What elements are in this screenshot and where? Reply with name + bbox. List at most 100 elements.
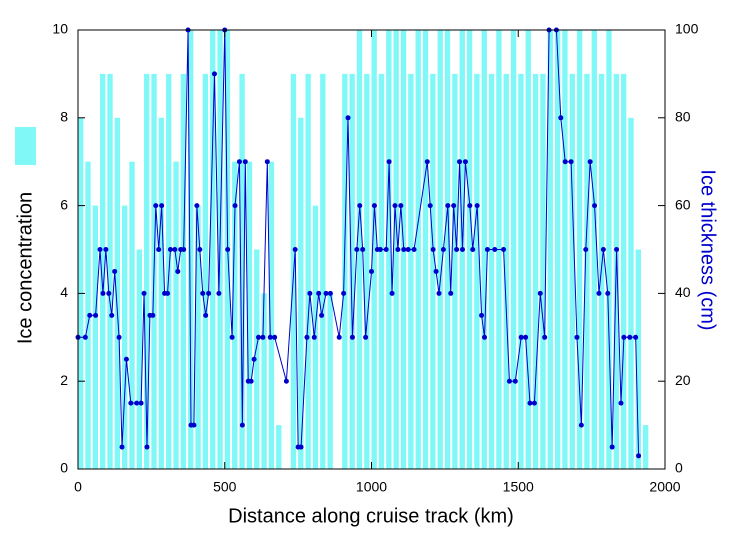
- point: [172, 247, 178, 252]
- bar: [129, 161, 135, 469]
- bar: [298, 117, 304, 470]
- point: [484, 247, 490, 252]
- bar: [408, 73, 414, 470]
- point: [82, 334, 88, 340]
- point: [479, 312, 485, 318]
- point: [225, 247, 231, 252]
- bar: [254, 249, 260, 469]
- point: [568, 159, 574, 165]
- point: [232, 203, 238, 209]
- point: [377, 247, 383, 252]
- point: [216, 290, 222, 296]
- point: [345, 115, 351, 121]
- point: [360, 247, 366, 252]
- bar: [525, 30, 531, 469]
- point: [605, 290, 611, 296]
- point: [614, 247, 620, 252]
- x-tick-label: 500: [213, 479, 237, 495]
- point: [424, 159, 430, 165]
- bar: [554, 30, 561, 469]
- bar: [540, 73, 546, 470]
- point: [248, 378, 254, 384]
- bar: [276, 425, 282, 469]
- point: [116, 334, 122, 340]
- point: [542, 334, 548, 340]
- bar: [415, 30, 421, 469]
- point: [144, 444, 150, 450]
- point: [481, 334, 487, 340]
- point: [411, 247, 417, 252]
- point: [316, 290, 322, 296]
- point: [298, 444, 304, 450]
- point: [583, 247, 589, 252]
- bar: [386, 30, 392, 469]
- point: [633, 334, 639, 340]
- bar: [180, 73, 187, 470]
- bar: [562, 30, 568, 469]
- point: [327, 290, 333, 296]
- y2-tick-label: 60: [675, 196, 691, 212]
- point: [175, 268, 181, 274]
- bar: [320, 73, 326, 470]
- y-tick-label: 0: [60, 460, 68, 476]
- point: [194, 203, 200, 209]
- bar: [92, 205, 99, 469]
- point: [97, 247, 103, 252]
- point: [211, 71, 217, 77]
- point: [506, 378, 512, 384]
- bar: [100, 73, 106, 470]
- bar: [188, 30, 194, 469]
- bar: [378, 73, 385, 470]
- y-tick-label: 4: [60, 284, 68, 300]
- point: [138, 400, 144, 406]
- point: [454, 247, 460, 252]
- bar: [239, 73, 245, 470]
- point: [200, 290, 206, 296]
- point: [93, 312, 99, 318]
- point: [239, 422, 245, 428]
- point: [197, 247, 203, 252]
- y2-tick-label: 20: [675, 372, 691, 388]
- point: [459, 247, 465, 252]
- bar: [620, 73, 627, 470]
- bar: [591, 30, 597, 469]
- point: [119, 444, 125, 450]
- point: [272, 334, 278, 340]
- point: [440, 247, 446, 252]
- bar: [642, 425, 649, 469]
- point: [181, 247, 187, 252]
- point: [433, 268, 439, 274]
- point: [627, 334, 633, 340]
- point: [621, 334, 627, 340]
- bar: [532, 73, 539, 470]
- point: [537, 290, 543, 296]
- bar: [584, 73, 590, 470]
- point: [242, 159, 248, 165]
- point: [134, 400, 140, 406]
- point: [319, 312, 325, 318]
- bar: [576, 30, 583, 469]
- bar: [510, 30, 517, 469]
- point: [401, 247, 407, 252]
- bar: [474, 73, 480, 470]
- bar: [635, 249, 641, 469]
- point: [304, 334, 310, 340]
- point: [203, 312, 209, 318]
- point: [574, 334, 580, 340]
- point: [159, 203, 165, 209]
- point: [405, 247, 411, 252]
- point: [512, 378, 518, 384]
- bar: [628, 117, 634, 470]
- point: [307, 290, 313, 296]
- bar: [569, 73, 575, 470]
- point: [445, 203, 451, 209]
- point: [371, 203, 377, 209]
- point: [587, 159, 593, 165]
- point: [251, 356, 257, 362]
- point: [392, 203, 398, 209]
- point: [474, 203, 480, 209]
- y2-axis-label: Ice thickness (cm): [697, 169, 719, 330]
- point: [167, 247, 173, 252]
- bar: [364, 73, 370, 470]
- bar: [195, 205, 201, 469]
